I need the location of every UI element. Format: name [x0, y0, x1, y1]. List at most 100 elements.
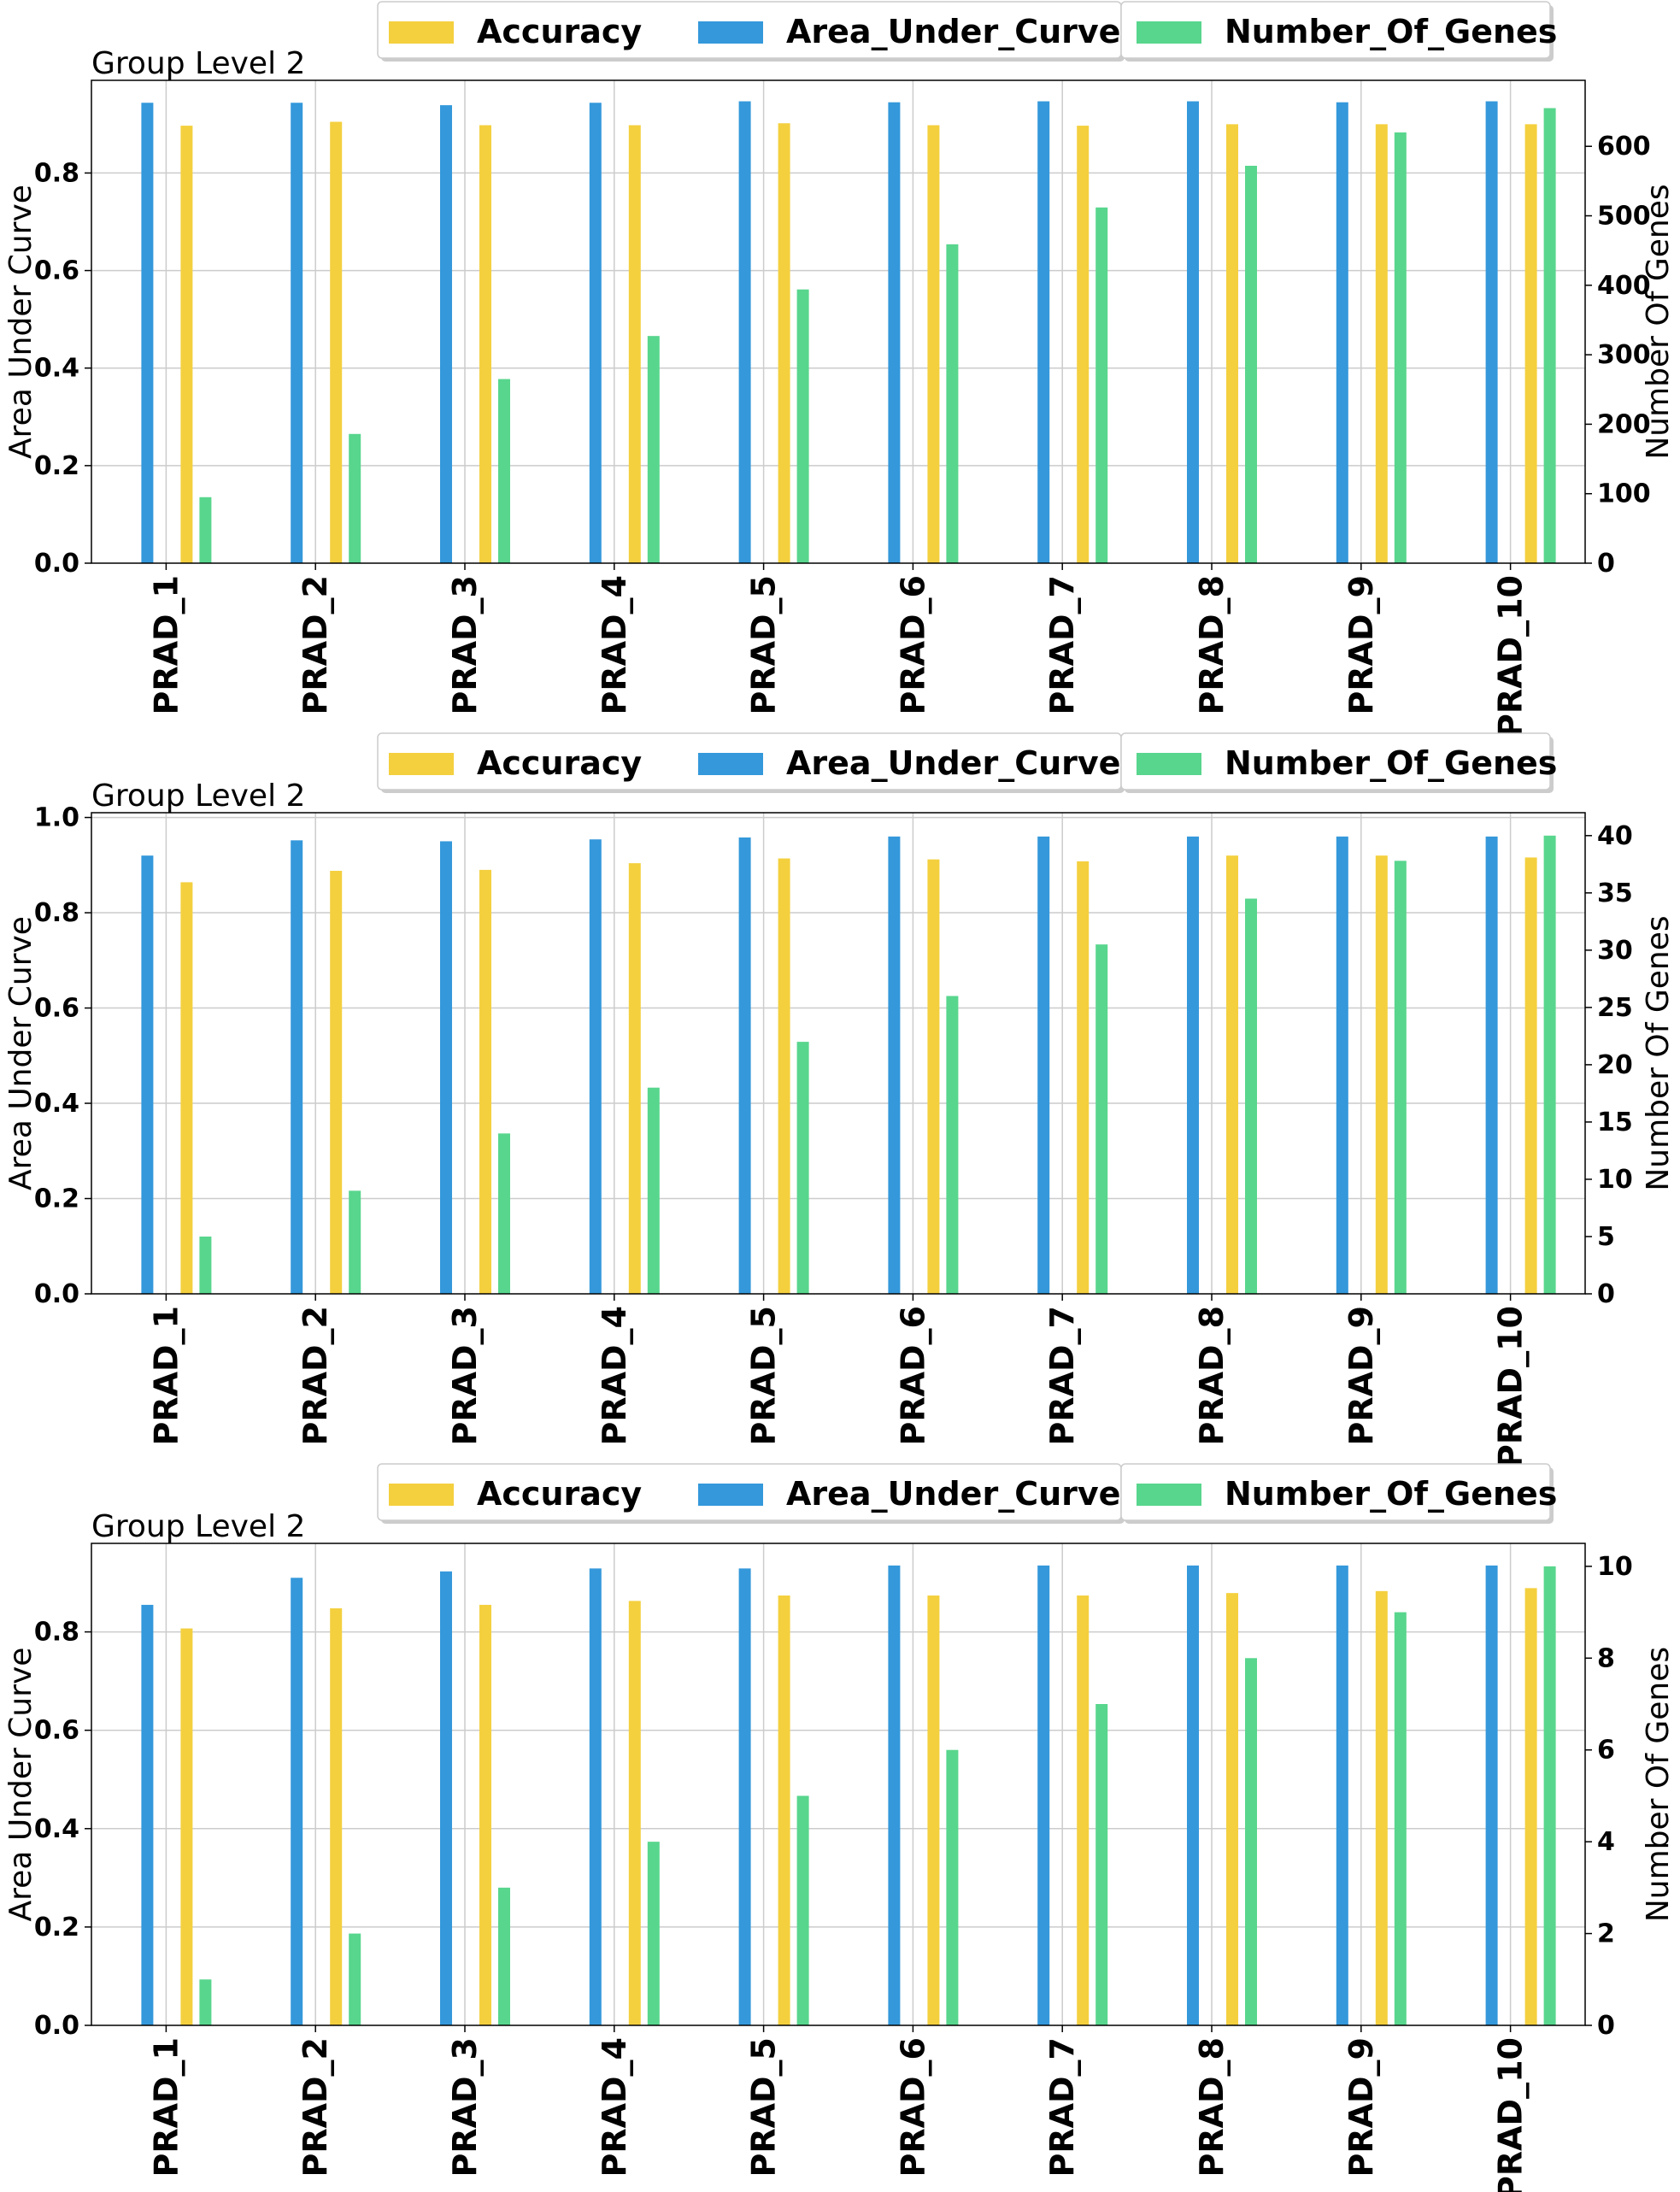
legend-swatch [698, 21, 763, 44]
bar-area-under-curve [440, 105, 452, 563]
x-tick-label: PRAD_2 [297, 575, 334, 715]
bar-accuracy [778, 123, 790, 563]
y-tick-label: 0.0 [34, 2011, 79, 2041]
legend-swatch [698, 1484, 763, 1506]
x-tick-label: PRAD_9 [1342, 575, 1380, 715]
y-tick-label: 0.2 [34, 451, 79, 481]
legend-label: Area_Under_Curve [786, 744, 1120, 782]
x-tick-label: PRAD_10 [1492, 575, 1530, 738]
legend: Accuracy Area_Under_Curve Number_Of_Genes [377, 1463, 1557, 1524]
bar-number-of-genes [1543, 835, 1556, 1294]
bar-accuracy [180, 1628, 193, 2025]
bar-area-under-curve [291, 1578, 303, 2025]
series-accuracy [180, 855, 1537, 1294]
legend-swatch [1137, 753, 1201, 775]
y-tick-label: 0.6 [34, 256, 79, 286]
bar-number-of-genes [796, 1042, 809, 1294]
legend-swatch [389, 21, 454, 44]
bar-accuracy [1226, 124, 1238, 563]
bar-number-of-genes [946, 1749, 959, 2025]
bar-accuracy [479, 1604, 491, 2025]
y-axis-label: Area Under Curve [3, 185, 38, 459]
x-tick-label: PRAD_2 [297, 1306, 334, 1446]
bar-area-under-curve [589, 1568, 602, 2025]
bar-accuracy [1375, 1590, 1388, 2025]
legend-swatch [389, 1484, 454, 1506]
bar-number-of-genes [349, 1933, 361, 2025]
series-area-under-curve [141, 101, 1498, 564]
bar-area-under-curve [738, 837, 751, 1294]
bar-area-under-curve [888, 1565, 901, 2025]
bar-area-under-curve [888, 102, 901, 563]
y2-tick-label: 25 [1597, 993, 1633, 1023]
bar-accuracy [1077, 1596, 1090, 2025]
y2-axis-label: Number Of Genes [1641, 915, 1676, 1190]
legend-label: Area_Under_Curve [786, 13, 1120, 50]
bar-area-under-curve [440, 1571, 452, 2025]
bar-number-of-genes [1394, 132, 1407, 563]
bar-accuracy [1226, 855, 1238, 1294]
bar-area-under-curve [1187, 836, 1199, 1294]
y2-tick-label: 400 [1597, 271, 1651, 301]
series-accuracy [180, 121, 1537, 564]
x-tick-label: PRAD_6 [894, 1306, 931, 1446]
plot-frame [91, 1543, 1586, 2026]
y2-tick-label: 10 [1597, 1165, 1633, 1195]
bar-accuracy [1226, 1593, 1238, 2025]
bar-accuracy [628, 125, 641, 563]
bar-accuracy [330, 1607, 343, 2025]
x-tick-label: PRAD_3 [446, 575, 484, 715]
bar-area-under-curve [1187, 1565, 1199, 2025]
y2-tick-label: 35 [1597, 879, 1633, 908]
x-tick-label: PRAD_1 [147, 1306, 185, 1446]
x-tick-label: PRAD_3 [446, 1306, 484, 1446]
x-tick-label: PRAD_7 [1043, 1306, 1081, 1446]
series-number-of-genes [199, 835, 1556, 1294]
series-number-of-genes [199, 1566, 1556, 2025]
y-tick-label: 1.0 [34, 803, 79, 833]
y2-tick-label: 5 [1597, 1222, 1615, 1252]
series-accuracy [180, 1588, 1537, 2025]
bar-number-of-genes [349, 1190, 361, 1294]
x-tick-label: PRAD_9 [1342, 1306, 1380, 1446]
y2-axis-label: Number Of Genes [1641, 184, 1676, 459]
y-tick-label: 0.0 [34, 1279, 79, 1309]
bar-accuracy [330, 121, 343, 563]
x-tick-label: PRAD_6 [894, 2037, 931, 2177]
y-tick-label: 0.6 [34, 994, 79, 1024]
bar-area-under-curve [738, 101, 751, 563]
x-tick-label: PRAD_1 [147, 575, 185, 715]
bar-area-under-curve [141, 103, 154, 564]
y2-tick-label: 300 [1597, 340, 1651, 370]
bar-number-of-genes [796, 1795, 809, 2025]
bar-area-under-curve [1485, 101, 1498, 563]
bar-accuracy [1524, 1588, 1537, 2025]
bar-area-under-curve [1037, 1565, 1050, 2025]
legend: Accuracy Area_Under_Curve Number_Of_Genes [377, 1, 1557, 62]
bar-number-of-genes [647, 336, 660, 563]
bar-accuracy [927, 125, 940, 563]
bar-accuracy [927, 859, 940, 1294]
bar-number-of-genes [1394, 1612, 1407, 2025]
y-tick-label: 0.2 [34, 1184, 79, 1214]
x-tick-label: PRAD_10 [1492, 2037, 1530, 2192]
bar-number-of-genes [1543, 1566, 1556, 2025]
bar-number-of-genes [199, 1979, 212, 2025]
bar-area-under-curve [738, 1568, 751, 2025]
y2-tick-label: 500 [1597, 202, 1651, 232]
chart-panel-2: 0.0 0.2 0.4 0.6 0.8 1.0 0 5 10 15 20 25 30 35 40 PRAD_1… [3, 732, 1676, 1468]
bar-area-under-curve [141, 1604, 154, 2025]
y-tick-label: 0.4 [34, 1089, 79, 1119]
plot-frame [91, 812, 1586, 1295]
legend-label: Accuracy [477, 1475, 642, 1513]
legend-box [1120, 1463, 1551, 1521]
bar-accuracy [1375, 855, 1388, 1294]
bar-accuracy [1077, 861, 1090, 1294]
bar-accuracy [1375, 124, 1388, 563]
y2-tick-label: 8 [1597, 1643, 1615, 1673]
bar-number-of-genes [1096, 944, 1108, 1294]
bar-number-of-genes [498, 1133, 510, 1294]
bar-number-of-genes [1096, 207, 1108, 564]
bar-number-of-genes [796, 289, 809, 563]
y2-tick-label: 15 [1597, 1108, 1633, 1137]
